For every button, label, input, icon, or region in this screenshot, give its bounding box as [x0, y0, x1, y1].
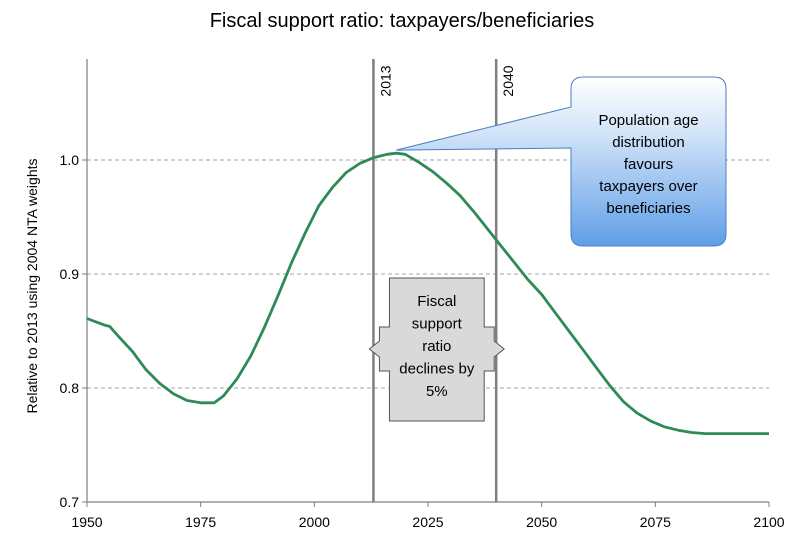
y-tick-label: 0.9 [60, 266, 80, 282]
axes [82, 59, 770, 507]
callout-text: Population age distribution favours taxpaye… [598, 112, 698, 217]
fiscal-decline-box: Fiscal support ratio declines by 5% [368, 277, 506, 422]
y-tick-labels: 0.7 0.8 0.9 1.0 [60, 152, 80, 510]
x-tick-label: 2075 [640, 514, 671, 530]
x-tick-label: 2050 [526, 514, 557, 530]
callout-line: Population age [598, 112, 698, 129]
callout-line: favours [624, 156, 673, 173]
double-arrow-box-shape [368, 277, 506, 422]
box-line: ratio [422, 338, 451, 355]
x-tick-labels: 1950 1975 2000 2025 2050 2075 2100 [71, 514, 784, 530]
population-callout: Population age distribution favours taxpaye… [396, 76, 727, 247]
callout-line: taxpayers over [599, 178, 697, 195]
y-tick-label: 1.0 [60, 152, 80, 168]
x-tick-label: 1950 [71, 514, 102, 530]
box-line: declines by [399, 361, 475, 378]
marker-label-2040: 2040 [500, 65, 516, 96]
fiscal-decline-text: Fiscal support ratio declines by 5% [399, 293, 475, 400]
x-tick-label: 2000 [299, 514, 330, 530]
series-group [86, 151, 769, 435]
y-tick-label: 0.8 [60, 380, 80, 396]
callout-line: distribution [612, 134, 685, 151]
box-line: 5% [426, 383, 448, 400]
x-tick-label: 1975 [185, 514, 216, 530]
x-tick-label: 2100 [753, 514, 784, 530]
callout-line: beneficiaries [606, 200, 690, 217]
y-axis-label: Relative to 2013 using 2004 NTA weights [24, 158, 40, 413]
x-tick-label: 2025 [412, 514, 443, 530]
callout-bubble-shape [396, 76, 727, 247]
box-line: support [412, 316, 463, 333]
chart-title: Fiscal support ratio: taxpayers/benefici… [210, 10, 595, 32]
box-line: Fiscal [417, 293, 456, 310]
marker-label-2013: 2013 [377, 65, 393, 96]
y-tick-label: 0.7 [60, 494, 80, 510]
series-line-0 [86, 151, 769, 435]
